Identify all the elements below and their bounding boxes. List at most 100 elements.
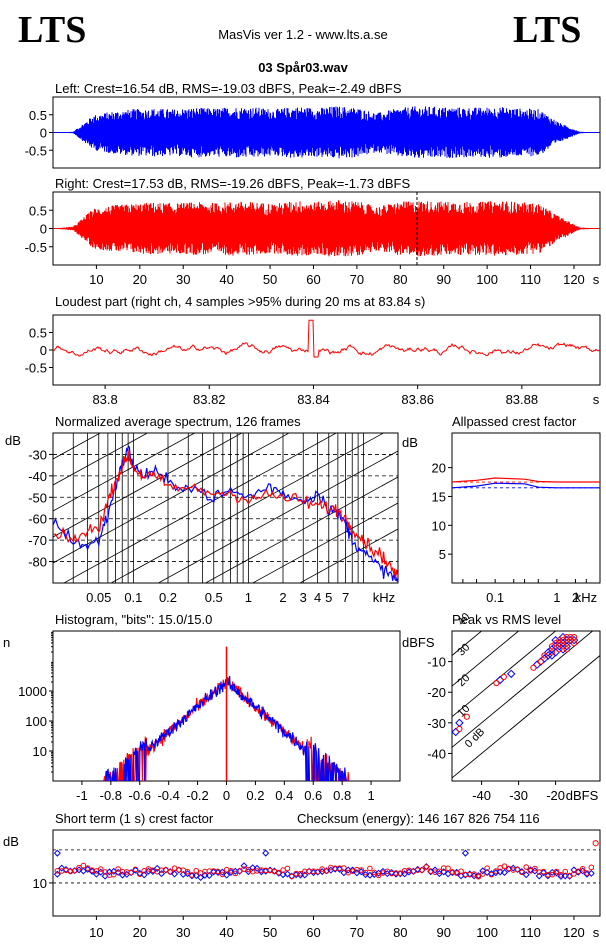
shortcrest-outlier-right (592, 840, 599, 847)
peakrms-point-right (552, 640, 559, 647)
peakrms-point-right (556, 646, 563, 653)
shortcrest-point-right (163, 866, 169, 873)
shortcrest-point-right (110, 871, 117, 878)
spectrum-xtick-label: 2 (279, 590, 286, 605)
shortcrest-frame (52, 829, 601, 917)
shortcrest-point-left (214, 868, 222, 877)
shortcrest-point-right (549, 871, 556, 878)
shortcrest-point-right (84, 865, 91, 871)
shortcrest-xtick-label: 20 (133, 925, 147, 940)
peakrms-point-right (556, 640, 563, 647)
spectrum-title: Normalized average spectrum, 126 frames (55, 414, 301, 429)
shortcrest-point-left (144, 867, 153, 875)
allpass-curve-right (451, 477, 600, 483)
peakrms-frame (451, 630, 601, 782)
shortcrest-point-left (279, 871, 287, 879)
shortcrest-point-left (561, 872, 569, 880)
spectrum-xtick-label: 0.1 (124, 590, 142, 605)
right-wave-xtick-label: 30 (176, 272, 190, 287)
loudest-xunit-label: s (593, 392, 600, 407)
loudest-ytick-label: 0 (40, 343, 47, 358)
peakrms-point-left (455, 718, 464, 728)
shortcrest-point-left (335, 865, 344, 873)
peakrms-point-right (556, 637, 563, 644)
left-wave-ytick-label: -0.5 (25, 143, 47, 158)
allpass-ytick-label: 10 (432, 518, 446, 533)
shortcrest-outlier-left (262, 849, 270, 857)
histogram-xtick-label: 0.6 (304, 788, 322, 803)
shortcrest-point-left (309, 869, 318, 877)
histogram-xtick-label: 0.8 (333, 788, 351, 803)
histogram-xtick-label: 0 (223, 788, 230, 803)
shortcrest-outlier-left (53, 849, 61, 857)
shortcrest-point-left (249, 864, 257, 872)
shortcrest-point-right (245, 866, 252, 873)
peakrms-point-right (537, 658, 544, 665)
shortcrest-point-right (275, 869, 282, 876)
spectrum-xtick-label: 1 (245, 590, 252, 605)
spectrum-ylabel: dB (5, 433, 21, 448)
peakrms-point-right (571, 634, 578, 641)
spectrum-xtick-label: 7 (342, 590, 349, 605)
peakrms-ylabel: dBFS (402, 635, 435, 650)
loudest-xtick-label: 83.8 (92, 392, 117, 407)
peakrms-diagonal-label: 20 (455, 672, 472, 689)
peakrms-xtick-label: -30 (509, 788, 528, 803)
peakrms-point-right (563, 646, 570, 653)
histogram-xtick-label: 0.2 (246, 788, 264, 803)
peakrms-point-left (547, 651, 557, 660)
shortcrest-point-right (523, 864, 529, 870)
shortcrest-point-left (283, 870, 291, 878)
shortcrest-point-right (458, 868, 464, 875)
shortcrest-point-right (532, 865, 538, 872)
shortcrest-point-left (553, 869, 561, 877)
peakrms-point-right (548, 643, 556, 650)
shortcrest-point-left (231, 867, 239, 875)
shortcrest-xunit-label: s (593, 925, 600, 940)
shortcrest-point-right (375, 872, 382, 879)
allpass-ytick-label: 15 (432, 489, 446, 504)
histogram-ytick-label: 10 (33, 744, 47, 759)
lts-logo-left: LTS (18, 9, 87, 51)
peakrms-diagonal-label: 0 dB (463, 726, 487, 750)
allpass-xunit-label: kHz (575, 590, 597, 605)
spectrum-xunit-label: kHz (373, 590, 395, 605)
peakrms-point-right (563, 634, 570, 641)
peakrms-ytick-label: -20 (427, 685, 446, 700)
spectrum-slope-line (53, 433, 290, 564)
shortcrest-xtick-label: 50 (263, 925, 277, 940)
shortcrest-point-right (519, 869, 525, 876)
right-wave-xtick-label: 120 (563, 272, 585, 287)
spectrum-slope-line (251, 502, 398, 583)
shortcrest-point-right (284, 865, 291, 872)
right-wave-xtick-label: 10 (89, 272, 103, 287)
shortcrest-point-right (80, 862, 87, 869)
file-name: 03 Spår03.wav (258, 60, 348, 75)
shortcrest-point-right (367, 865, 373, 872)
shortcrest-point-left (474, 872, 482, 880)
peakrms-crest-diagonal (452, 631, 594, 748)
shortcrest-outlier-left (461, 849, 469, 857)
shortcrest-xtick-label: 120 (563, 925, 585, 940)
peakrms-xtick-label: -20 (546, 788, 565, 803)
histogram-xtick-label: -1 (76, 788, 88, 803)
shortcrest-point-left (218, 868, 226, 876)
allpass-frame (451, 432, 601, 584)
spectrum-slope-line (53, 433, 196, 512)
right-wave-ytick-label: 0.5 (29, 203, 47, 218)
peakrms-point-right (548, 649, 556, 656)
shortcrest-point-left (349, 866, 357, 874)
shortcrest-point-left (88, 867, 96, 875)
shortcrest-point-right (167, 869, 174, 875)
shortcrest-point-right (232, 870, 239, 877)
spectrum-curve-left (53, 445, 398, 582)
left-channel-title: Left: Crest=16.54 dB, RMS=-19.03 dBFS, P… (55, 81, 402, 96)
peakrms-crest-diagonal (452, 631, 557, 718)
shortcrest-point-right (475, 873, 482, 880)
shortcrest-point-left (344, 866, 352, 874)
peakrms-point-right (559, 643, 567, 650)
spectrum-slope-line (53, 433, 102, 460)
peakrms-point-left (532, 660, 542, 669)
shortcrest-point-left (101, 872, 109, 880)
shortcrest-point-left (223, 871, 231, 879)
